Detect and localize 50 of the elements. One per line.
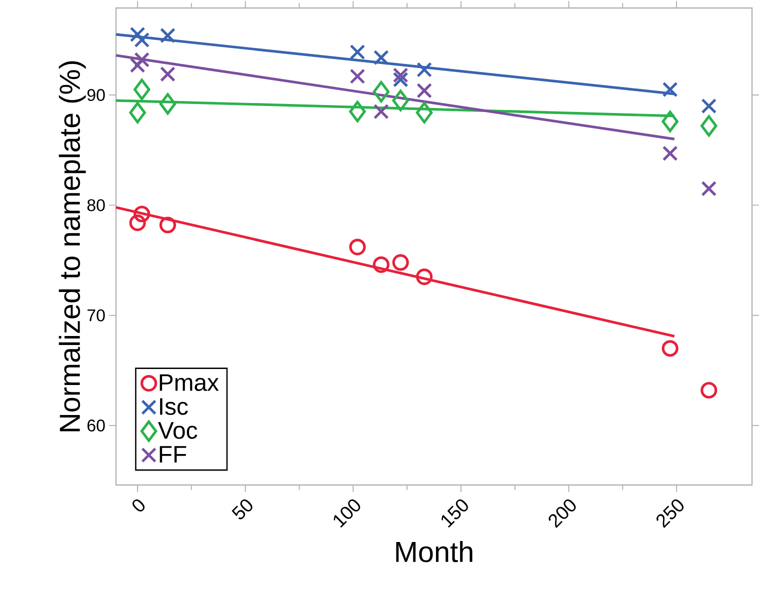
point [349,238,366,256]
point [373,50,389,66]
point [392,254,409,271]
point [701,180,717,196]
y-tick-label: 60 [88,420,105,432]
point [700,115,718,137]
point [392,67,408,83]
point [350,44,366,60]
point [160,66,176,82]
point [372,256,390,273]
y-tick-label: 80 [87,199,105,212]
legend-label: FF [160,446,186,463]
x-tick-label: 200 [548,499,576,528]
y-tick-label: 70 [88,309,105,322]
point [350,68,366,84]
y-axis-title: Normalized to nameplate (%) [58,61,86,432]
point [416,268,433,286]
x-tick-label: 50 [232,499,252,520]
point [160,28,176,44]
point [662,110,678,132]
point [416,82,432,98]
y-tick-label: 90 [87,89,105,102]
point [700,382,718,399]
legend-label: Isc [160,398,188,415]
x-tick-label: 100 [334,499,360,528]
point [134,52,150,68]
point [134,32,150,48]
point [416,102,433,124]
point [373,104,389,120]
point [392,90,409,112]
point [701,98,717,114]
point [416,62,432,78]
point [129,102,146,124]
x-tick-label: 250 [656,499,684,528]
point [159,93,176,115]
x-axis-title: Month [396,541,472,562]
point [349,100,366,122]
point [130,26,146,42]
point [662,146,678,162]
x-tick-label: 150 [442,499,468,528]
point [133,78,150,100]
point [159,216,176,234]
x-tick-label: 0 [132,499,145,512]
point [662,340,678,357]
point [134,206,150,222]
point [372,80,390,102]
legend-label: Pmax [160,374,219,391]
point [129,214,146,232]
legend-label: Voc [158,422,198,439]
point [130,58,146,74]
